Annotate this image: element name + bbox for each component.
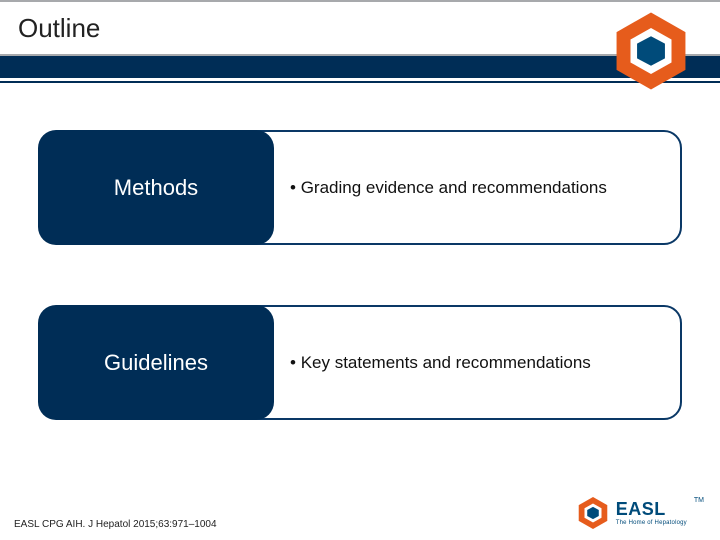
row-bullet-label: Key statements and recommendations [301,353,591,372]
row-bullet-text: • Key statements and recommendations [290,353,591,373]
row-bullet-label: Grading evidence and recommendations [301,178,607,197]
content: • Grading evidence and recommendations M… [38,130,682,480]
row-label: Guidelines [38,305,274,420]
outline-row: • Grading evidence and recommendations M… [38,130,682,245]
outline-row: • Key statements and recommendations Gui… [38,305,682,420]
brand-tagline: The Home of Hepatology [616,520,687,526]
page-title: Outline [18,13,100,44]
brand-name: EASL [616,500,687,518]
brand-logo: EASL The Home of Hepatology TM [576,496,704,530]
hexagon-badge-icon [610,10,692,92]
brand-text: EASL The Home of Hepatology [616,500,687,526]
row-bullet-text: • Grading evidence and recommendations [290,178,607,198]
hexagon-logo-icon [576,496,610,530]
slide: Outline • Grading evidence and recommend… [0,0,720,540]
trademark-symbol: TM [694,497,704,504]
citation-footnote: EASL CPG AIH. J Hepatol 2015;63:971–1004 [14,519,217,530]
row-label: Methods [38,130,274,245]
